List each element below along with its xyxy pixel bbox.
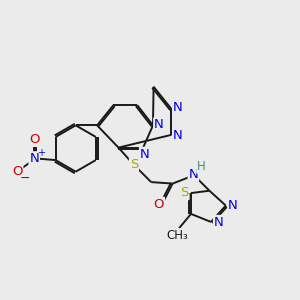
Text: N: N [154, 118, 164, 131]
Text: H: H [197, 160, 206, 173]
Text: O: O [154, 198, 164, 211]
Text: N: N [228, 199, 238, 212]
Text: S: S [180, 186, 189, 199]
Text: N: N [188, 168, 198, 181]
Text: O: O [12, 166, 22, 178]
Text: +: + [37, 148, 45, 158]
Text: S: S [130, 158, 138, 171]
Text: N: N [173, 101, 183, 114]
Text: −: − [20, 172, 30, 185]
Text: O: O [29, 133, 40, 146]
Text: N: N [29, 152, 39, 165]
Text: CH₃: CH₃ [167, 229, 188, 242]
Text: N: N [140, 148, 149, 161]
Text: N: N [214, 216, 224, 229]
Text: N: N [173, 129, 183, 142]
